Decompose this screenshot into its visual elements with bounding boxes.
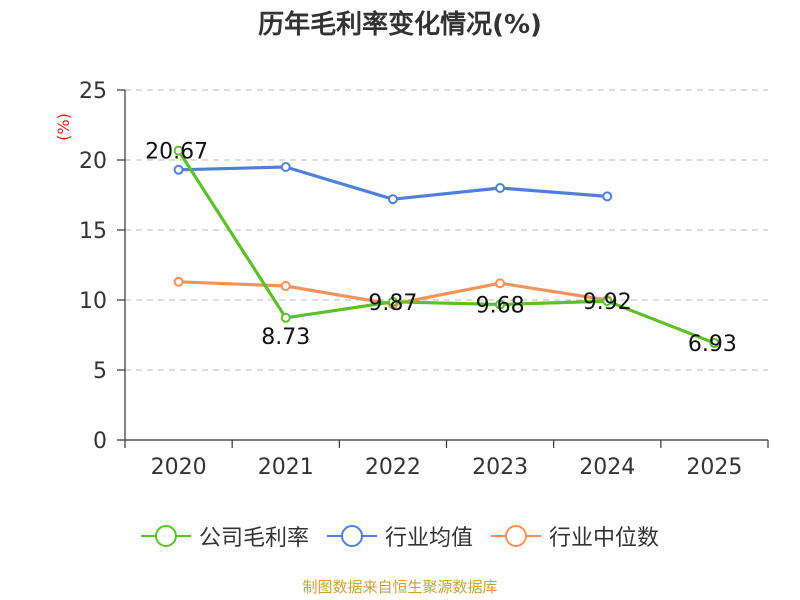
legend-marker-industry-average (326, 524, 377, 548)
data-label: 9.68 (476, 293, 525, 318)
y-tick-label: 0 (93, 429, 107, 454)
data-point-company (709, 337, 720, 348)
data-point-median (280, 281, 291, 291)
x-tick-label: 2021 (258, 455, 314, 480)
data-point-median (173, 276, 184, 287)
legend-label-industry-average: 行业均值 (384, 526, 473, 551)
data-source-note: 制图数据来自恒生聚源数据库 (302, 578, 498, 596)
legend-item-industry-average[interactable]: 行业均值 (326, 520, 473, 552)
data-point-avg (173, 164, 184, 175)
y-axis-label: (%) (54, 113, 73, 141)
data-point-median (495, 278, 506, 289)
y-tick-label: 20 (79, 149, 107, 174)
data-point-company (280, 312, 291, 323)
chart-title: 历年毛利率变化情况(%) (258, 10, 542, 40)
data-point-company (173, 145, 184, 156)
x-tick-label: 2024 (579, 455, 635, 480)
legend-label-industry-median: 行业中位数 (549, 526, 660, 551)
legend-item-company[interactable]: 公司毛利率 (140, 520, 309, 552)
data-point-company (387, 296, 398, 307)
data-point-company (495, 299, 506, 310)
y-tick-label: 10 (79, 289, 107, 314)
legend-item-industry-median[interactable]: 行业中位数 (491, 520, 659, 552)
data-point-avg (495, 183, 506, 193)
y-tick-label: 15 (79, 219, 107, 244)
data-point-avg (387, 194, 398, 205)
legend-label-company: 公司毛利率 (198, 526, 309, 551)
data-point-avg (280, 162, 291, 172)
series-line-company (177, 149, 715, 345)
data-label: 9.87 (368, 291, 417, 316)
data-label: 20.67 (145, 140, 208, 165)
legend-marker-industry-median (491, 524, 541, 548)
y-tick-label: 25 (79, 79, 107, 104)
legend: 公司毛利率 行业均值 行业中位数 (0, 520, 800, 552)
x-tick-label: 2020 (151, 455, 207, 480)
grid-lines (125, 89, 768, 371)
y-tick-label: 5 (93, 359, 107, 384)
data-label: 8.73 (261, 325, 310, 350)
data-point-avg (602, 191, 613, 202)
data-label: 9.92 (583, 290, 632, 315)
data-point-company (602, 296, 613, 307)
series-lines (173, 145, 720, 348)
x-tick-label: 2023 (472, 455, 528, 480)
x-tick-label: 2022 (365, 455, 421, 480)
data-label: 6.93 (688, 332, 737, 357)
data-labels: 20.67 8.73 9.87 9.68 9.92 6.93 (145, 140, 737, 357)
legend-marker-company (140, 524, 191, 548)
x-tick-label: 2025 (686, 455, 742, 480)
